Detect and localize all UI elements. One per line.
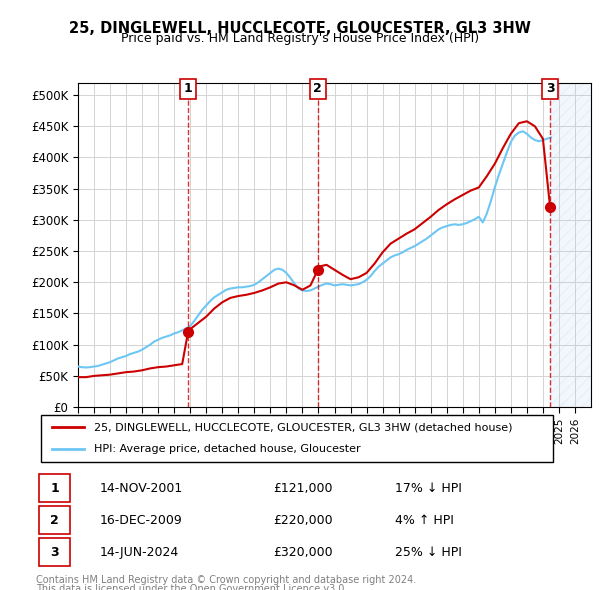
- FancyBboxPatch shape: [38, 506, 70, 535]
- Text: 4% ↑ HPI: 4% ↑ HPI: [395, 514, 454, 527]
- Text: 3: 3: [50, 546, 59, 559]
- Text: 1: 1: [184, 83, 193, 96]
- Text: 2: 2: [50, 514, 59, 527]
- Text: This data is licensed under the Open Government Licence v3.0.: This data is licensed under the Open Gov…: [36, 584, 347, 590]
- Text: 25, DINGLEWELL, HUCCLECOTE, GLOUCESTER, GL3 3HW (detached house): 25, DINGLEWELL, HUCCLECOTE, GLOUCESTER, …: [94, 422, 512, 432]
- Text: 2: 2: [313, 83, 322, 96]
- Text: 17% ↓ HPI: 17% ↓ HPI: [395, 481, 462, 494]
- Text: 25% ↓ HPI: 25% ↓ HPI: [395, 546, 462, 559]
- Text: HPI: Average price, detached house, Gloucester: HPI: Average price, detached house, Glou…: [94, 444, 361, 454]
- Text: 14-JUN-2024: 14-JUN-2024: [100, 546, 179, 559]
- FancyBboxPatch shape: [38, 538, 70, 566]
- Text: 16-DEC-2009: 16-DEC-2009: [100, 514, 182, 527]
- Text: 14-NOV-2001: 14-NOV-2001: [100, 481, 182, 494]
- Text: 1: 1: [50, 481, 59, 494]
- Text: £220,000: £220,000: [274, 514, 333, 527]
- Text: Contains HM Land Registry data © Crown copyright and database right 2024.: Contains HM Land Registry data © Crown c…: [36, 575, 416, 585]
- FancyBboxPatch shape: [41, 415, 553, 462]
- Text: £320,000: £320,000: [274, 546, 333, 559]
- Text: 25, DINGLEWELL, HUCCLECOTE, GLOUCESTER, GL3 3HW: 25, DINGLEWELL, HUCCLECOTE, GLOUCESTER, …: [69, 21, 531, 35]
- FancyBboxPatch shape: [38, 474, 70, 502]
- Text: 3: 3: [546, 83, 554, 96]
- Text: £121,000: £121,000: [274, 481, 333, 494]
- Bar: [550, 83, 591, 407]
- Text: Price paid vs. HM Land Registry's House Price Index (HPI): Price paid vs. HM Land Registry's House …: [121, 32, 479, 45]
